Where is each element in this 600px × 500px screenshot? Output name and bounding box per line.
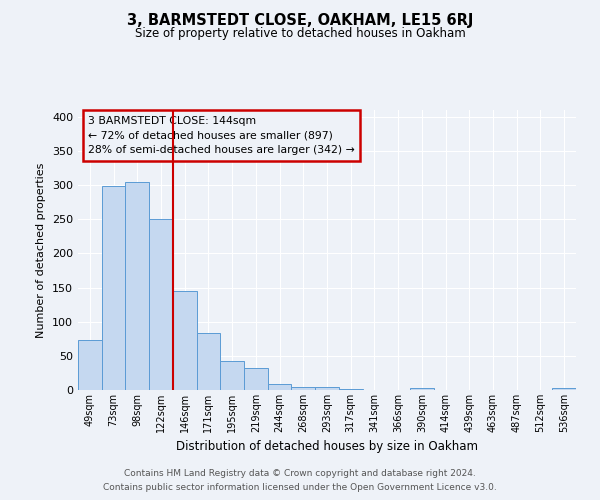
Bar (173, 291, 197, 390)
Bar (149, 220, 173, 390)
Bar (102, 186, 125, 390)
Text: 3 BARMSTEDT CLOSE: 144sqm
← 72% of detached houses are smaller (897)
28% of semi: 3 BARMSTEDT CLOSE: 144sqm ← 72% of detac… (88, 116, 355, 155)
Bar (244, 368, 268, 390)
X-axis label: Distribution of detached houses by size in Oakham: Distribution of detached houses by size … (176, 440, 478, 454)
Bar (268, 384, 292, 390)
Text: 3, BARMSTEDT CLOSE, OAKHAM, LE15 6RJ: 3, BARMSTEDT CLOSE, OAKHAM, LE15 6RJ (127, 12, 473, 28)
Bar (78, 340, 102, 390)
Bar (292, 386, 315, 390)
Bar (220, 362, 244, 390)
Text: Contains HM Land Registry data © Crown copyright and database right 2024.: Contains HM Land Registry data © Crown c… (124, 468, 476, 477)
Bar (410, 388, 434, 390)
Bar (315, 386, 339, 390)
Bar (339, 388, 362, 390)
Bar (125, 182, 149, 390)
Text: Size of property relative to detached houses in Oakham: Size of property relative to detached ho… (134, 28, 466, 40)
Bar (552, 388, 576, 390)
Y-axis label: Number of detached properties: Number of detached properties (37, 162, 46, 338)
Text: Contains public sector information licensed under the Open Government Licence v3: Contains public sector information licen… (103, 484, 497, 492)
Bar (197, 334, 220, 390)
